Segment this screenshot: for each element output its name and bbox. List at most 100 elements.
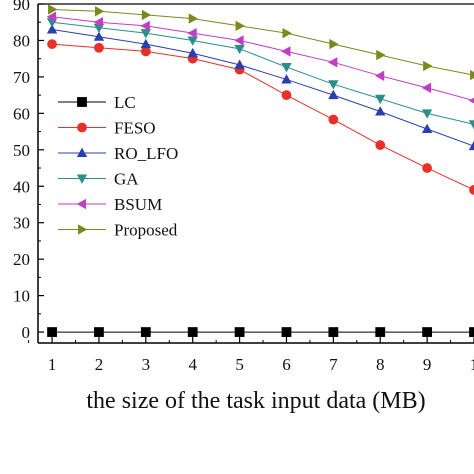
- data-point: [328, 80, 339, 90]
- x-tick-label: 3: [142, 355, 151, 374]
- series-line: [52, 8, 474, 76]
- data-point: [187, 47, 198, 58]
- data-point: [46, 11, 57, 22]
- x-tick-label: 1: [470, 355, 474, 374]
- series-layer: [46, 4, 474, 337]
- data-point: [375, 140, 386, 150]
- legend-item: Proposed: [58, 221, 178, 240]
- y-tick-label: 0: [22, 323, 31, 342]
- data-point: [376, 49, 386, 61]
- data-point: [48, 4, 58, 15]
- legend-label: BSUM: [114, 195, 162, 214]
- x-tick-label: 9: [423, 355, 432, 374]
- data-point: [422, 163, 433, 173]
- x-tick-label: 7: [329, 355, 338, 374]
- series-lc: [47, 327, 474, 337]
- legend-label: RO_LFO: [114, 144, 178, 163]
- data-point: [328, 89, 339, 100]
- data-point: [421, 109, 433, 119]
- series-proposed: [48, 4, 474, 81]
- y-tick-label: 10: [13, 287, 30, 306]
- data-point: [187, 36, 198, 46]
- data-point: [234, 35, 244, 46]
- y-tick-label: 90: [13, 0, 30, 14]
- data-point: [188, 13, 199, 24]
- data-point: [187, 27, 197, 39]
- legend: LC FESO RO_LFO GA BSUM Proposed: [58, 93, 178, 240]
- data-point: [469, 185, 474, 195]
- legend-item: RO_LFO: [58, 144, 178, 163]
- x-axis-title: the size of the task input data (MB): [86, 388, 425, 414]
- data-point: [235, 20, 245, 32]
- data-point: [281, 90, 292, 101]
- legend-marker: [77, 97, 87, 107]
- data-point: [328, 114, 339, 125]
- data-point: [281, 327, 292, 337]
- legend-item: GA: [58, 170, 139, 189]
- y-tick-label: 20: [13, 250, 30, 269]
- data-point: [281, 74, 292, 84]
- legend-item: LC: [58, 93, 136, 112]
- y-tick-label: 50: [13, 141, 30, 160]
- y-tick-label: 80: [13, 31, 30, 50]
- data-point: [140, 327, 151, 337]
- legend-marker: [76, 198, 86, 210]
- data-point: [140, 29, 152, 39]
- legend-item: BSUM: [58, 195, 162, 214]
- data-point: [94, 327, 104, 337]
- y-tick-label: 60: [13, 104, 30, 123]
- data-point: [282, 27, 292, 39]
- legend-marker: [76, 147, 88, 158]
- data-point: [234, 44, 245, 55]
- data-point: [234, 59, 245, 69]
- data-point: [140, 20, 150, 32]
- series-line: [52, 43, 474, 191]
- data-point: [421, 123, 433, 134]
- data-point: [187, 327, 198, 337]
- legend-marker: [76, 174, 88, 184]
- data-point: [422, 327, 433, 337]
- legend-marker: [78, 224, 88, 235]
- x-tick-label: 5: [235, 355, 244, 374]
- series-line: [52, 21, 474, 125]
- legend-label: FESO: [114, 119, 156, 138]
- x-tick-label: 8: [376, 355, 385, 374]
- legend-label: Proposed: [114, 221, 178, 240]
- data-point: [140, 46, 151, 57]
- data-point: [281, 63, 292, 73]
- data-point: [468, 120, 474, 130]
- series-line: [51, 29, 474, 147]
- data-point: [469, 327, 474, 337]
- series-feso: [47, 39, 474, 195]
- data-point: [328, 327, 339, 337]
- x-tick-label: 2: [95, 355, 104, 374]
- data-point: [375, 94, 386, 105]
- y-tick-label: 70: [13, 68, 30, 87]
- data-point: [47, 39, 57, 49]
- axes: 0 10 20 30 40 50 60 70 80 90 1 2 3 4 5 6 7 8 9 1: [13, 0, 474, 374]
- data-point: [141, 9, 152, 21]
- series-ga: [46, 18, 474, 130]
- y-tick-label: 30: [13, 214, 30, 233]
- data-point: [329, 38, 339, 50]
- y-tick-label: 40: [13, 177, 30, 196]
- data-point: [423, 60, 433, 72]
- data-point: [234, 327, 245, 337]
- data-point: [94, 42, 104, 53]
- data-point: [94, 6, 105, 17]
- data-point: [328, 57, 338, 68]
- data-point: [47, 327, 57, 337]
- data-point: [281, 46, 291, 57]
- data-point: [140, 38, 152, 49]
- x-tick-label: 4: [188, 355, 197, 374]
- legend-label: LC: [114, 93, 136, 112]
- data-point: [374, 70, 385, 81]
- legend-marker: [77, 122, 87, 133]
- legend-item: FESO: [58, 119, 156, 138]
- series-ro-lfo: [46, 24, 474, 151]
- data-point: [469, 69, 474, 81]
- x-tick-label: 6: [282, 355, 291, 374]
- series-bsum: [46, 11, 474, 104]
- data-point: [46, 24, 58, 34]
